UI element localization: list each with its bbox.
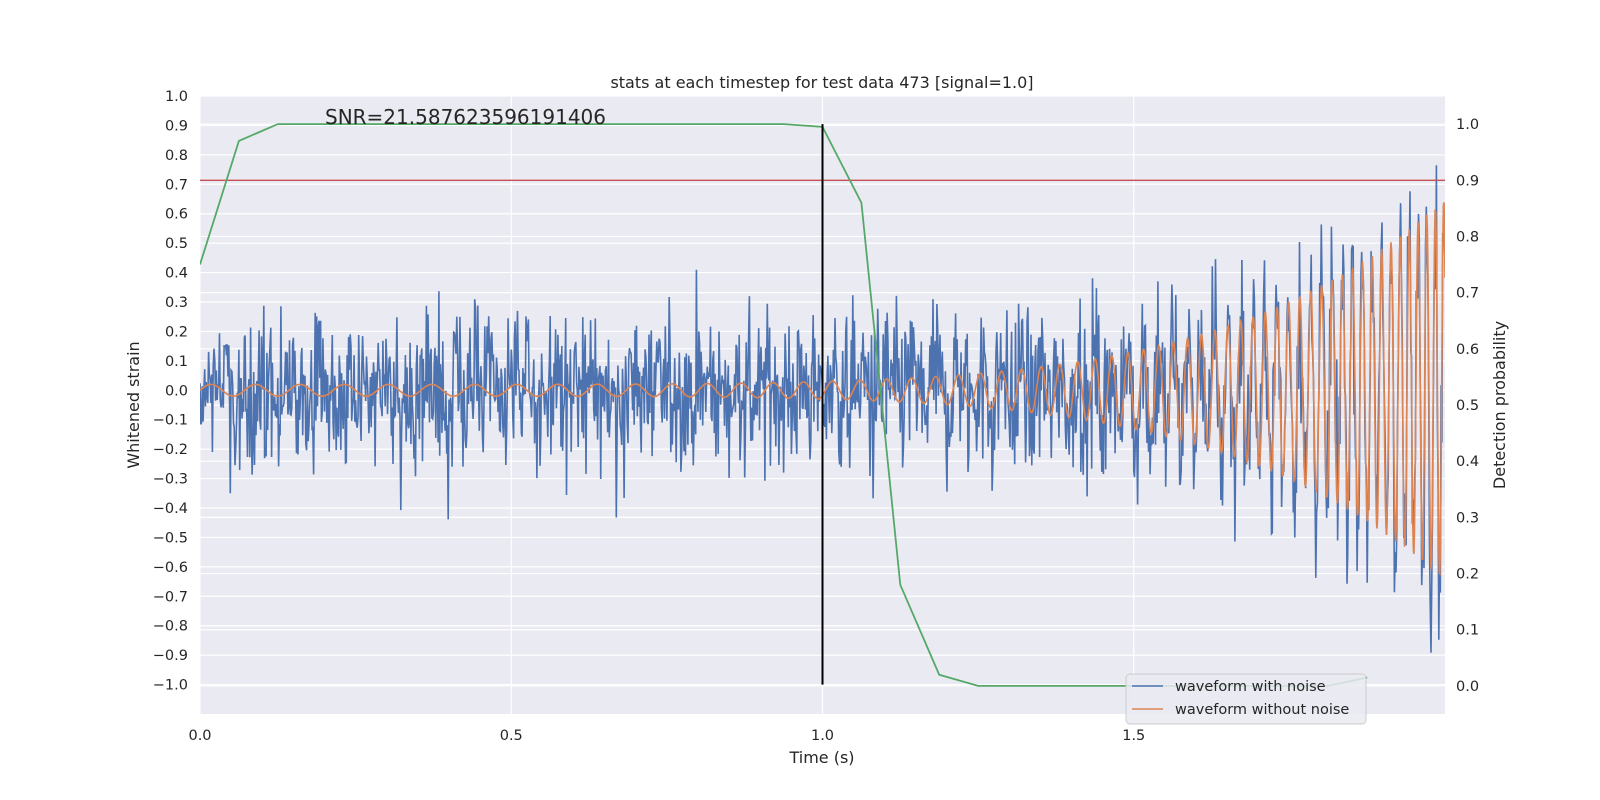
y-tick-label: 0.1 <box>165 354 188 370</box>
y-tick-label: −0.3 <box>153 472 188 488</box>
y-tick-label: 0.4 <box>165 266 188 282</box>
y-tick-label: 0.0 <box>165 383 188 399</box>
legend-label-waveform-without-noise: waveform without noise <box>1175 702 1349 718</box>
y-tick-label: 0.9 <box>165 118 188 134</box>
y-tick-label: −0.2 <box>153 442 188 458</box>
x-tick-label: 1.5 <box>1122 728 1145 744</box>
y-tick-label: 0.7 <box>165 177 188 193</box>
y2-tick-label: 0.9 <box>1456 173 1479 189</box>
y2-tick-label: 0.5 <box>1456 398 1479 414</box>
y2-axis-label: Detection probability <box>1490 321 1509 489</box>
y2-tick-label: 0.2 <box>1456 567 1479 583</box>
legend-box <box>1125 673 1367 725</box>
y2-tick-label: 1.0 <box>1456 117 1479 133</box>
snr-annotation: SNR=21.587623596191406 <box>325 105 606 129</box>
y-tick-label: 0.5 <box>165 236 188 252</box>
y-tick-label: −0.8 <box>153 619 188 635</box>
y-tick-label: −0.5 <box>153 530 188 546</box>
y2-tick-label: 0.6 <box>1456 342 1479 358</box>
y2-tick-label: 0.4 <box>1456 454 1479 470</box>
y2-tick-label: 0.3 <box>1456 510 1479 526</box>
legend: waveform with noise waveform without noi… <box>1125 673 1367 725</box>
y2-tick-label: 0.7 <box>1456 286 1479 302</box>
x-axis-label: Time (s) <box>788 748 854 767</box>
chart-title: stats at each timestep for test data 473… <box>610 73 1033 92</box>
y-tick-label: −1.0 <box>153 678 188 694</box>
y-axis-label: Whitened strain <box>124 341 143 468</box>
y-tick-label: −0.4 <box>153 501 188 517</box>
x-tick-label: 0.5 <box>500 728 523 744</box>
y2-axis-ticks: 1.0 0.9 0.8 0.7 0.6 0.5 0.4 0.3 0.2 0.1 0.0 <box>1456 117 1479 695</box>
y-tick-label: 0.8 <box>165 148 188 164</box>
x-axis-ticks: 0.0 0.5 1.0 1.5 <box>188 728 1145 744</box>
y-tick-label: 0.2 <box>165 324 188 340</box>
x-tick-label: 1.0 <box>811 728 834 744</box>
x-tick-label: 0.0 <box>188 728 211 744</box>
y-tick-label: 1.0 <box>165 89 188 105</box>
y-tick-label: −0.7 <box>153 589 188 605</box>
y-tick-label: 0.6 <box>165 207 188 223</box>
y2-tick-label: 0.0 <box>1456 679 1479 695</box>
legend-label-waveform-with-noise: waveform with noise <box>1175 679 1326 695</box>
y-tick-label: −0.1 <box>153 413 188 429</box>
y-tick-label: 0.3 <box>165 295 188 311</box>
y-axis-ticks: 1.0 0.9 0.8 0.7 0.6 0.5 0.4 0.3 0.2 0.1 0.0 −0.1 −0.… <box>153 89 188 694</box>
y-tick-label: −0.6 <box>153 560 188 576</box>
y-tick-label: −0.9 <box>153 648 188 664</box>
y2-tick-label: 0.8 <box>1456 229 1479 245</box>
y2-tick-label: 0.1 <box>1456 623 1479 639</box>
